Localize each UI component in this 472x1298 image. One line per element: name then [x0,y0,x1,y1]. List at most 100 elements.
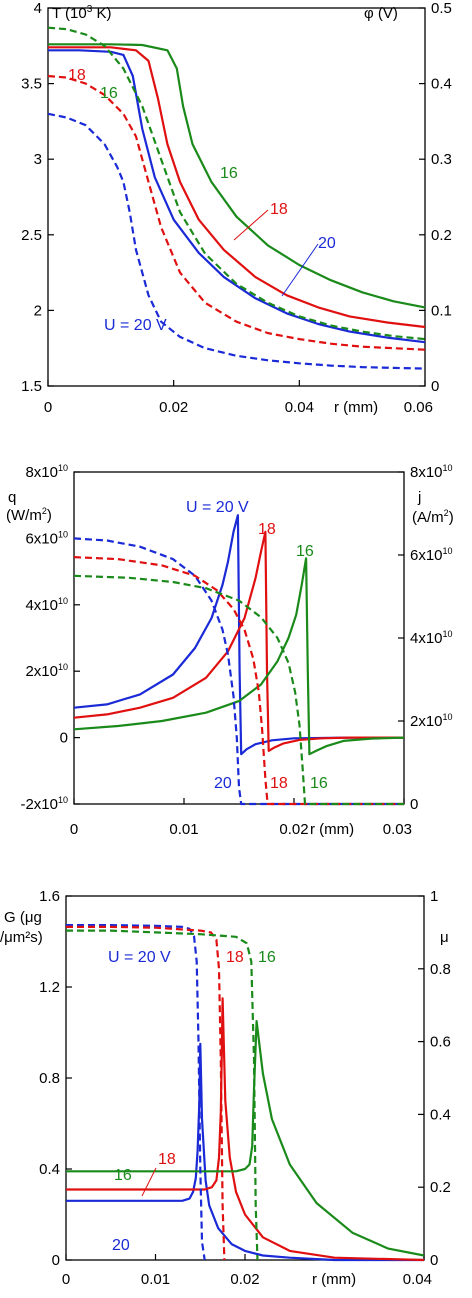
series-μ-20 [66,924,206,1261]
series-j-18 [73,556,404,806]
label-18-mass: 18 [158,1151,176,1168]
x-tick-label: 0 [70,821,78,838]
left-tick-label: 0.8 [39,1070,60,1087]
panel-mass-flux-mu: 0 0.01 0.02 0.04 0 0.4 0.8 1.2 1.6 0 0.2 0.4 0.6 0.8 1… [0,888,451,1288]
label-16-potential: 16 [100,85,118,102]
label-18-temperature: 18 [270,201,288,218]
right-tick-label: 0.8 [430,961,451,978]
left-tick-label: 1.6 [39,888,60,905]
left-axis-label-line-2: /μm²s) [0,929,43,946]
left-tick-label: 0.4 [39,1161,60,1178]
series-q-18 [73,530,404,752]
leader-18 [233,209,269,241]
x-tick-label: 0.04 [403,1271,432,1288]
left-tick-label: 2 [34,302,42,319]
label-16-current: 16 [310,775,328,792]
tick-labels: 0 0.01 0.02 0.03-2x101002x10104x10106x10108… [20,463,452,838]
panel-temperature-potential: 0 0.02 0.04 0.06 1.5 2 2.5 3 3.5 4 0 0.1 0.2 0.3 0.4 0.… [21,0,452,416]
right-axis-label: μ [440,929,449,946]
label-20-current: 20 [214,775,232,792]
right-tick-label: 0.1 [431,302,452,319]
right-tick-label: 6x1010 [410,546,453,564]
right-axis-label: j [417,489,421,506]
x-tick-label: 0.02 [279,821,308,838]
panel-heat-flux-current: 0 0.01 0.02 0.03-2x101002x10104x10106x10108… [6,463,454,838]
label-u-20v: U = 20 V [186,499,249,516]
right-tick-label: 0.3 [431,151,452,168]
series-j-20 [73,537,404,806]
data-lines [47,26,426,370]
x-tick-label: 0.04 [285,399,314,416]
left-tick-label: 4x1010 [25,596,68,614]
data-lines [73,514,405,806]
series-q-20 [73,514,404,756]
label-20-temperature: 20 [318,235,336,252]
right-tick-label: 0.4 [430,1106,451,1123]
tick-labels: 0 0.01 0.02 0.04 0 0.4 0.8 1.2 1.6 0 0.2 0.4 0.6 0.8 1 [39,888,451,1288]
right-tick-label: 2x1010 [410,712,453,730]
series-φ-16 [47,26,426,341]
left-tick-label: 0 [60,730,68,747]
label-16-temperature: 16 [220,165,238,182]
right-tick-label: 0 [430,1252,438,1269]
left-tick-label: 1.2 [39,979,60,996]
x-tick-label: 0.06 [404,399,433,416]
label-20-mass: 20 [112,1237,130,1254]
leader-20 [281,243,319,297]
x-tick-label: 0.02 [159,399,188,416]
x-tick-label: 0 [62,1271,70,1288]
label-16-mu: 16 [258,949,276,966]
x-tick-label: 0.03 [383,821,412,838]
right-tick-label: 0.2 [431,227,452,244]
tick-labels: 0 0.02 0.04 0.06 1.5 2 2.5 3 3.5 4 0 0.1 0.2 0.3 0.4 0.… [21,0,452,416]
x-tick-label: 0 [44,399,52,416]
series-φ-20 [47,112,426,370]
left-tick-label: -2x1010 [20,795,68,813]
label-18-current: 18 [270,775,288,792]
right-tick-label: 0.6 [430,1034,451,1051]
label-18-heat: 18 [258,521,276,538]
right-tick-label: 1 [430,888,438,905]
label-16-heat: 16 [296,543,314,560]
plot-frame [47,7,426,387]
label-16-mass: 16 [114,1167,132,1184]
left-axis-unit: (W/m2) [6,506,52,524]
x-tick-label: 0.01 [141,1271,170,1288]
left-tick-label: 1.5 [21,378,42,395]
right-tick-label: 0.4 [431,76,452,93]
left-tick-label: 0 [52,1252,60,1269]
series-T-20 [48,49,426,344]
right-axis-label: φ (V) [364,5,398,22]
x-tick-label: 0.01 [169,821,198,838]
left-axis-label-line-1: G (μg [4,909,42,926]
series-T-18 [48,46,426,329]
x-axis-label: r (mm) [334,399,378,416]
series-μ-16 [66,929,259,1261]
x-axis-label: r (mm) [310,821,354,838]
series-G-16 [66,1020,425,1257]
x-tick-label: 0.02 [230,1271,259,1288]
left-tick-label: 4 [34,0,42,17]
label-18-potential: 18 [68,67,86,84]
right-tick-label: 8x1010 [410,463,453,481]
series-j-16 [73,574,404,806]
right-tick-label: 0 [410,796,418,813]
left-tick-label: 8x1010 [25,463,68,481]
tick-marks [73,471,405,805]
left-tick-label: 3.5 [21,76,42,93]
right-tick-label: 4x1010 [410,629,453,647]
series-G-20 [66,1042,424,1262]
leader-18 [141,1167,157,1197]
label-u-20v: U = 20 V [108,949,171,966]
data-lines [66,924,425,1262]
left-tick-label: 6x1010 [25,529,68,547]
series-q-16 [73,557,405,756]
left-tick-label: 2.5 [21,227,42,244]
left-axis-label: q [8,489,16,506]
left-axis-label: T (103 K) [52,4,111,22]
label-18-mu: 18 [226,949,244,966]
right-tick-label: 0 [431,378,439,395]
label-u-20v: U = 20 V [104,317,167,334]
left-tick-label: 3 [34,151,42,168]
